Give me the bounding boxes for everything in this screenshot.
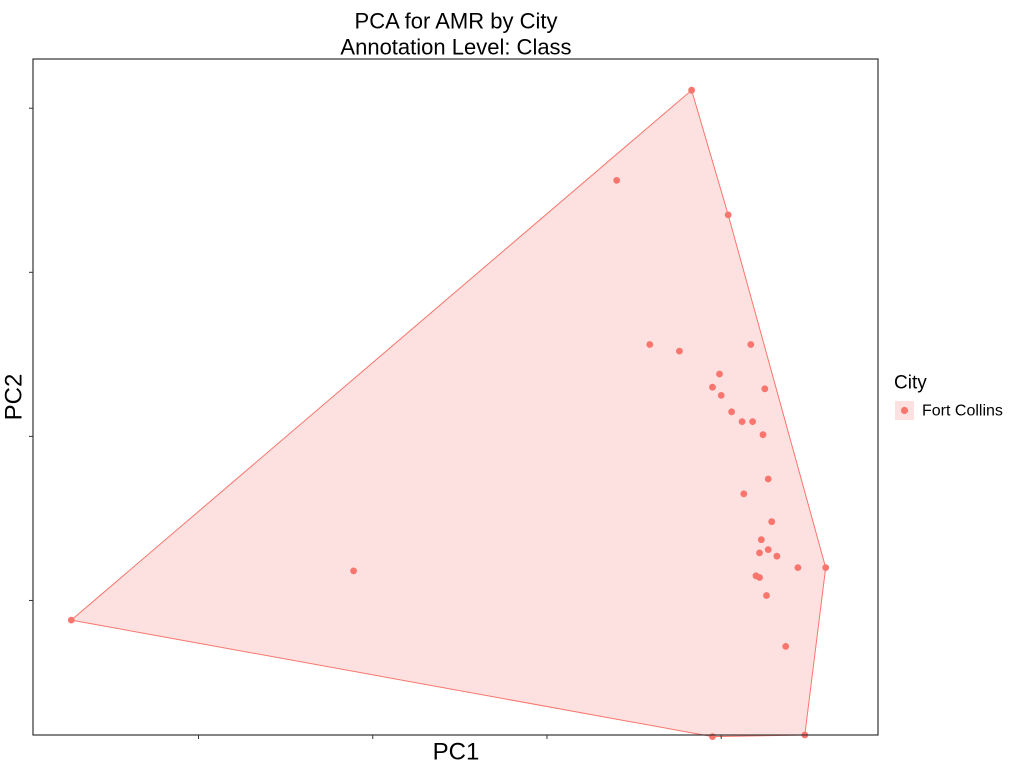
data-point-13	[759, 431, 767, 439]
chart-subtitle: Annotation Level: Class	[340, 35, 571, 60]
data-point-24	[763, 592, 770, 599]
data-point-19	[756, 549, 763, 557]
legend-key-point	[900, 406, 909, 415]
data-point-25	[782, 643, 790, 650]
chart-title: PCA for AMR by City	[355, 9, 558, 34]
data-point-28	[709, 733, 716, 740]
y-axis-label: PC2	[1, 374, 28, 421]
data-point-18	[764, 546, 772, 553]
data-point-7	[709, 383, 716, 391]
data-point-15	[740, 490, 748, 498]
data-point-3	[646, 341, 654, 348]
axis-ticks-layer	[29, 107, 722, 739]
data-point-20	[773, 552, 781, 560]
data-point-22	[756, 574, 763, 581]
data-point-27	[67, 616, 75, 624]
data-point-2	[724, 211, 732, 219]
plot-panel-border	[32, 58, 879, 736]
data-point-4	[676, 347, 683, 355]
data-point-17	[757, 536, 765, 544]
data-point-10	[728, 408, 735, 416]
data-point-26	[350, 567, 357, 575]
data-point-14	[764, 475, 772, 483]
data-points-layer	[67, 86, 830, 740]
legend-title: City	[894, 373, 927, 394]
data-point-6	[716, 370, 723, 378]
data-point-11	[738, 418, 746, 425]
x-axis-label: PC1	[433, 739, 480, 766]
legend: City Fort Collins	[894, 373, 1003, 420]
data-point-8	[717, 392, 725, 399]
data-point-23	[794, 564, 802, 571]
data-point-1	[613, 177, 621, 184]
data-point-0	[688, 86, 695, 94]
data-point-9	[761, 385, 769, 393]
data-point-12	[749, 418, 756, 425]
legend-entry-fort-collins: Fort Collins	[922, 403, 1003, 420]
data-point-5	[747, 341, 755, 348]
data-point-30	[822, 564, 830, 571]
data-point-16	[768, 518, 776, 526]
